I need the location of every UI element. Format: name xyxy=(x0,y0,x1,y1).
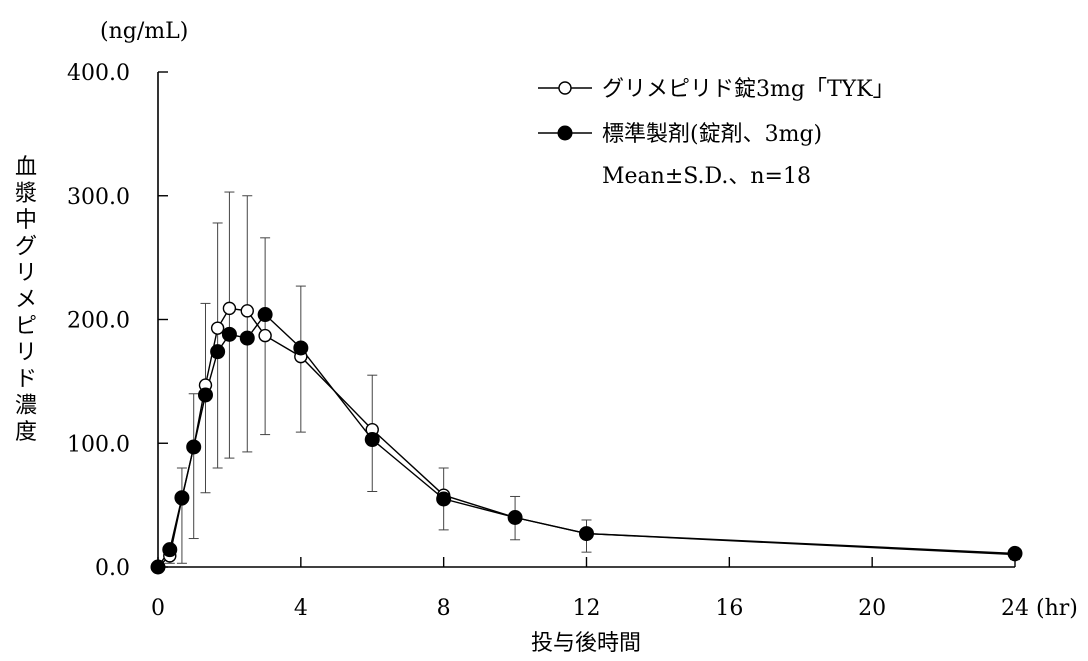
x-ticks: 0 4 8 12 16 20 24 xyxy=(151,557,1029,621)
legend-entry-reference: 標準製剤(錠剤、3mg) xyxy=(538,122,822,147)
x-tick-label: 0 xyxy=(151,596,165,621)
x-axis-title: 投与後時間 xyxy=(531,631,641,656)
data-point-reference xyxy=(436,491,452,507)
data-point-reference xyxy=(257,307,273,323)
y-tick-label: 300.0 xyxy=(67,185,130,210)
data-point-reference xyxy=(174,490,190,506)
legend-marker-reference xyxy=(557,125,573,141)
legend: グリメピリド錠3mg「TYK」 標準製剤(錠剤、3mg) Mean±S.D.、n… xyxy=(538,77,895,189)
x-tick-label: 12 xyxy=(573,596,601,621)
series-markers xyxy=(150,301,1023,575)
data-point-reference xyxy=(293,340,309,356)
data-point-test xyxy=(240,304,254,318)
y-tick-label: 100.0 xyxy=(67,432,130,457)
x-tick-label: 24 xyxy=(1001,596,1029,621)
data-point-reference xyxy=(197,387,213,403)
data-point-reference xyxy=(507,510,523,525)
y-tick-label: 400.0 xyxy=(67,61,130,86)
data-point-reference xyxy=(186,439,202,455)
data-point-reference xyxy=(364,432,380,448)
legend-entry-test: グリメピリド錠3mg「TYK」 xyxy=(538,77,895,102)
legend-marker-test xyxy=(558,81,572,95)
data-point-reference xyxy=(150,559,166,575)
data-point-test xyxy=(258,328,272,343)
x-tick-label: 16 xyxy=(715,596,743,621)
x-unit-label: (hr) xyxy=(1036,596,1078,621)
y-tick-label: 200.0 xyxy=(67,309,130,334)
y-unit-label: (ng/mL) xyxy=(100,19,188,44)
data-point-test xyxy=(210,321,225,335)
x-tick-label: 8 xyxy=(437,596,451,621)
y-axis-title: 血漿中グリメピリド濃度 xyxy=(15,155,37,445)
data-point-reference xyxy=(1007,545,1023,561)
data-point-reference xyxy=(579,526,594,542)
data-point-reference xyxy=(239,330,255,346)
data-point-reference xyxy=(221,326,237,342)
x-tick-label: 4 xyxy=(294,596,308,621)
legend-label-reference: 標準製剤(錠剤、3mg) xyxy=(602,122,822,147)
data-point-reference xyxy=(162,542,178,558)
error-bars xyxy=(153,191,1020,568)
axes xyxy=(157,72,1015,568)
y-tick-label: 0.0 xyxy=(95,556,130,581)
x-tick-label: 20 xyxy=(858,596,886,621)
y-ticks: 0.0 100.0 200.0 300.0 400.0 xyxy=(67,61,168,581)
data-point-test xyxy=(222,301,237,316)
legend-label-test: グリメピリド錠3mg「TYK」 xyxy=(602,77,895,102)
legend-note: Mean±S.D.、n=18 xyxy=(602,164,811,189)
data-point-reference xyxy=(210,344,226,360)
